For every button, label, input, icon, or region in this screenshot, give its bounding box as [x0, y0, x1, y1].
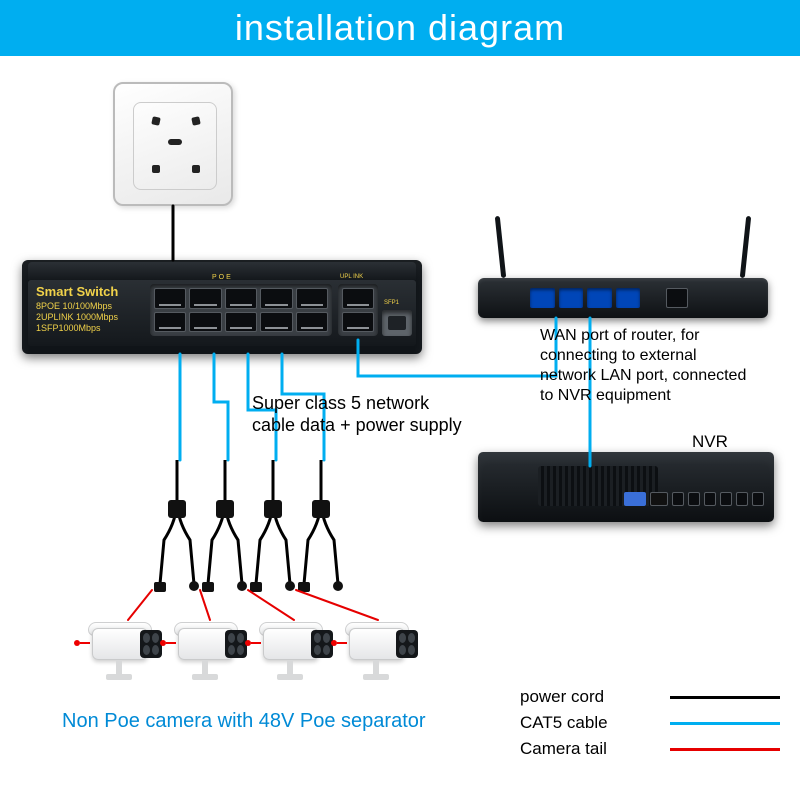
sfp-label: SFP1	[384, 300, 399, 306]
nvr-label: NVR	[692, 432, 728, 452]
legend-row: Camera tail	[520, 736, 780, 762]
router	[478, 248, 768, 318]
router-wan-port	[666, 288, 688, 308]
legend-swatch	[670, 696, 780, 699]
switch-title: Smart Switch	[36, 284, 136, 299]
ip-camera	[172, 612, 246, 688]
wall-outlet	[113, 82, 233, 206]
legend-swatch	[670, 722, 780, 725]
legend-row: CAT5 cable	[520, 710, 780, 736]
uplink-label: UPL INK	[340, 274, 363, 280]
legend-row: power cord	[520, 684, 780, 710]
cable-caption: Super class 5 network cable data + power…	[252, 392, 462, 436]
antenna-icon	[495, 216, 506, 278]
switch-specs: 8POE 10/100Mbps 2UPLINK 1000Mbps 1SFP100…	[36, 301, 136, 334]
router-lan-ports	[530, 288, 640, 308]
camera-caption: Non Poe camera with 48V Poe separator	[62, 710, 426, 732]
poe-switch: Smart Switch 8POE 10/100Mbps 2UPLINK 100…	[22, 260, 422, 354]
ip-camera	[257, 612, 331, 688]
legend-swatch	[670, 748, 780, 751]
legend-label: CAT5 cable	[520, 713, 670, 733]
poe-port-grid	[150, 284, 332, 336]
uplink-ports	[338, 284, 378, 336]
router-caption: WAN port of router, for connecting to ex…	[540, 326, 746, 406]
legend: power cord CAT5 cable Camera tail	[520, 684, 780, 762]
antenna-icon	[740, 216, 751, 278]
legend-label: power cord	[520, 687, 670, 707]
poe-separators	[136, 460, 366, 600]
camera-row	[86, 612, 416, 688]
legend-label: Camera tail	[520, 739, 670, 759]
page-title: installation diagram	[0, 0, 800, 56]
sfp-slot	[382, 310, 412, 336]
ip-camera	[343, 612, 417, 688]
ip-camera	[86, 612, 160, 688]
poe-label: POE	[212, 274, 233, 281]
nvr-device	[478, 452, 774, 522]
